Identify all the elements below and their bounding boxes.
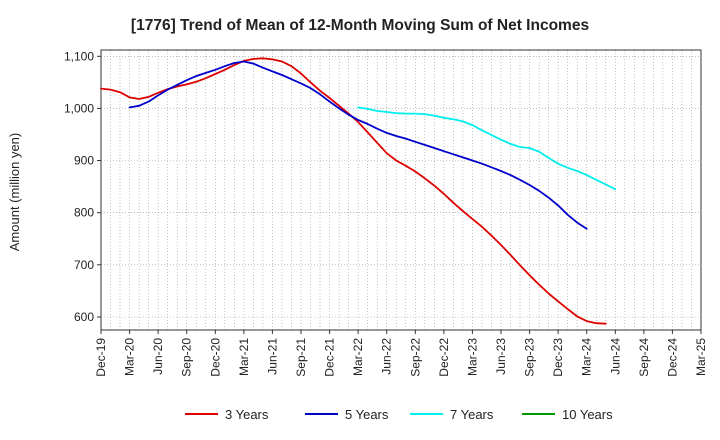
x-tick-label: Mar-21	[237, 338, 251, 376]
x-tick-label: Dec-24	[665, 338, 679, 377]
x-tick-label: Dec-19	[94, 338, 108, 377]
y-axis-label: Amount (million yen)	[7, 133, 22, 252]
x-axis: Dec-19 Mar-20 Jun-20 Sep-20 Dec-20 Mar-21 Jun-…	[94, 330, 708, 377]
x-tick-label: Jun-24	[608, 338, 622, 375]
y-tick-label: 900	[74, 154, 94, 168]
x-tick-label: Mar-25	[694, 338, 708, 376]
series-line-5-years	[128, 60, 588, 230]
y-axis: 600 700 800 900 1,000 1,100	[64, 49, 101, 324]
x-tick-label: Dec-20	[208, 338, 222, 377]
plot-area	[100, 49, 702, 331]
legend-label: 3 Years	[225, 407, 269, 422]
legend: 3 Years 5 Years 7 Years 10 Years	[185, 407, 613, 422]
x-tick-label: Sep-24	[637, 338, 651, 377]
legend-label: 5 Years	[345, 407, 389, 422]
x-tick-label: Jun-20	[151, 338, 165, 375]
x-tick-label: Jun-23	[494, 338, 508, 375]
chart-title: [1776] Trend of Mean of 12-Month Moving …	[131, 17, 589, 34]
x-tick-label: Dec-21	[323, 338, 337, 377]
x-tick-label: Jun-22	[380, 338, 394, 375]
x-tick-label: Mar-24	[580, 338, 594, 376]
series-lines	[100, 57, 617, 325]
y-tick-label: 1,100	[64, 49, 94, 63]
x-tick-label: Mar-20	[123, 338, 137, 376]
y-tick-label: 700	[74, 258, 94, 272]
x-tick-label: Dec-22	[437, 338, 451, 377]
series-line-7-years	[357, 106, 617, 191]
x-tick-label: Sep-22	[408, 338, 422, 377]
y-tick-label: 600	[74, 310, 94, 324]
x-tick-label: Sep-20	[180, 338, 194, 377]
grid-lines	[101, 50, 701, 330]
x-tick-label: Mar-22	[351, 338, 365, 376]
x-tick-label: Jun-21	[265, 338, 279, 375]
y-tick-label: 1,000	[64, 101, 94, 115]
x-tick-label: Sep-21	[294, 338, 308, 377]
y-tick-label: 800	[74, 206, 94, 220]
x-tick-label: Dec-23	[551, 338, 565, 377]
x-tick-label: Sep-23	[523, 338, 537, 377]
legend-label: 7 Years	[450, 407, 494, 422]
x-tick-label: Mar-23	[465, 338, 479, 376]
series-line-3-years	[100, 57, 607, 325]
legend-label: 10 Years	[562, 407, 613, 422]
